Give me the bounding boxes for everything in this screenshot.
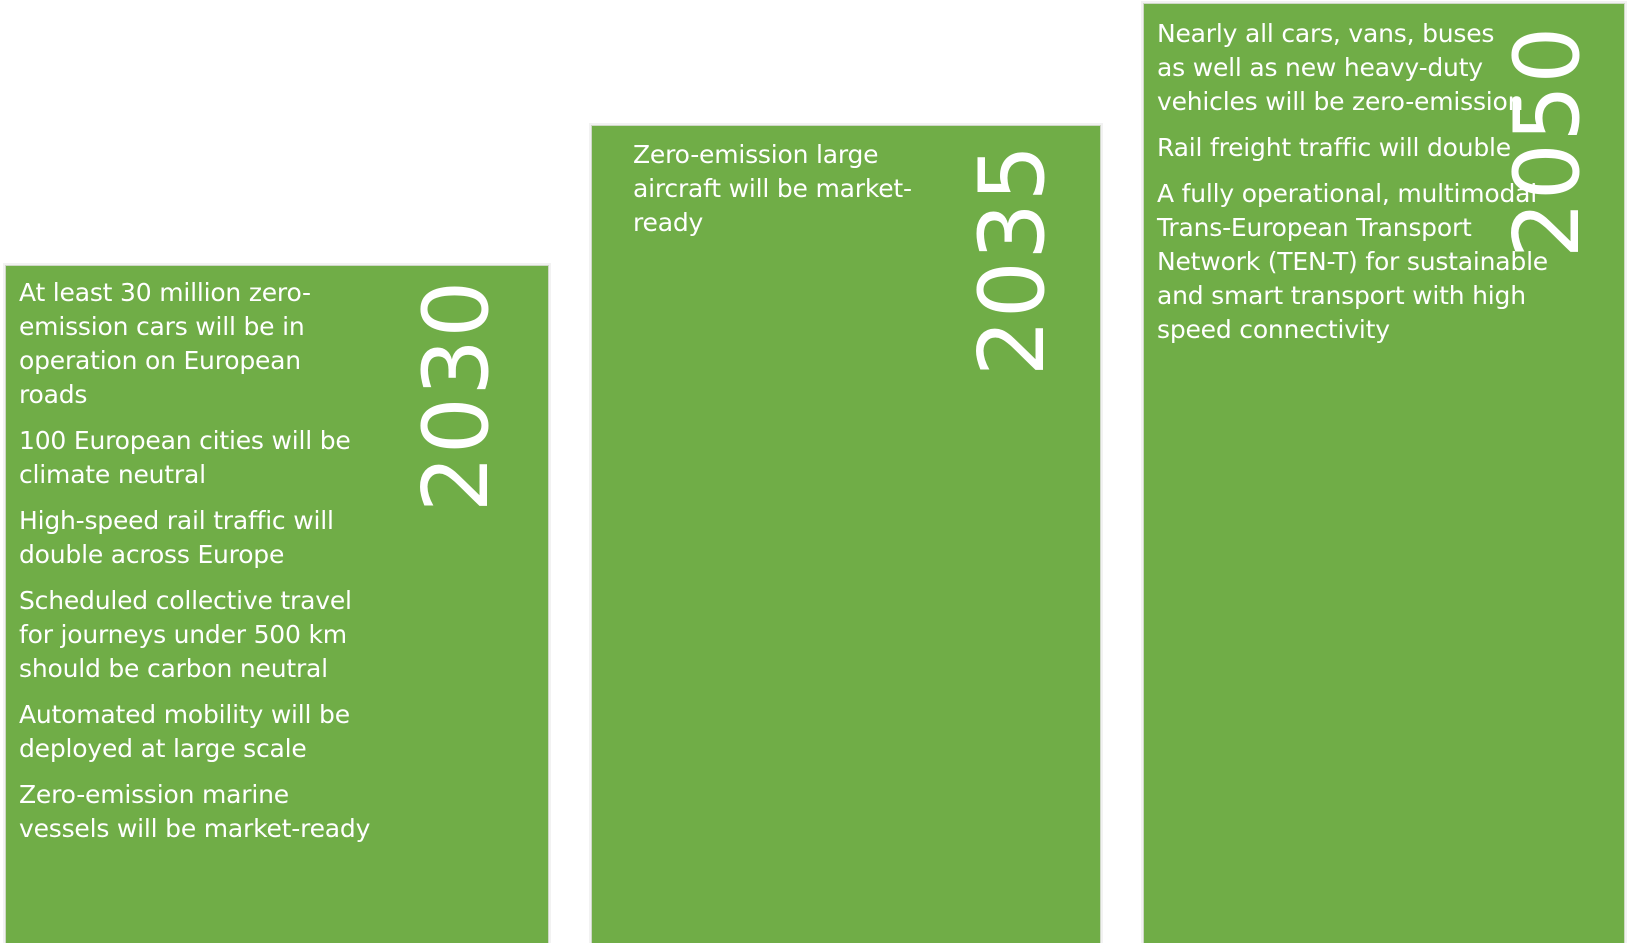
milestone-item: Automated mobility will be deployed at l… — [19, 700, 350, 763]
year-label-2035: 2035 — [960, 143, 1065, 377]
milestone-box-2050: Nearly all cars, vans, buses as well as … — [1144, 4, 1624, 943]
milestone-item: 100 European cities will be climate neut… — [19, 426, 351, 489]
milestone-item: Scheduled collective travel for journeys… — [19, 586, 352, 683]
milestone-item: Zero-emission large aircraft will be mar… — [633, 140, 912, 237]
milestone-item: A fully operational, multimodal Trans-Eu… — [1157, 179, 1548, 344]
milestone-item: Rail freight traffic will double — [1157, 133, 1511, 162]
year-label-2050: 2050 — [1495, 25, 1600, 259]
milestone-item: At least 30 million zero-emission cars w… — [19, 278, 311, 409]
milestone-item: High-speed rail traffic will double acro… — [19, 506, 334, 569]
milestone-list-2035: Zero-emission large aircraft will be mar… — [633, 138, 933, 252]
milestone-box-2030: At least 30 million zero-emission cars w… — [6, 266, 548, 943]
milestone-list-2030: At least 30 million zero-emission cars w… — [19, 276, 371, 858]
milestone-box-2035: Zero-emission large aircraft will be mar… — [592, 126, 1100, 943]
milestone-item: Zero-emission marine vessels will be mar… — [19, 780, 371, 843]
milestone-item: Nearly all cars, vans, buses as well as … — [1157, 19, 1524, 116]
milestone-list-2050: Nearly all cars, vans, buses as well as … — [1157, 17, 1548, 359]
year-label-2030: 2030 — [404, 279, 509, 513]
